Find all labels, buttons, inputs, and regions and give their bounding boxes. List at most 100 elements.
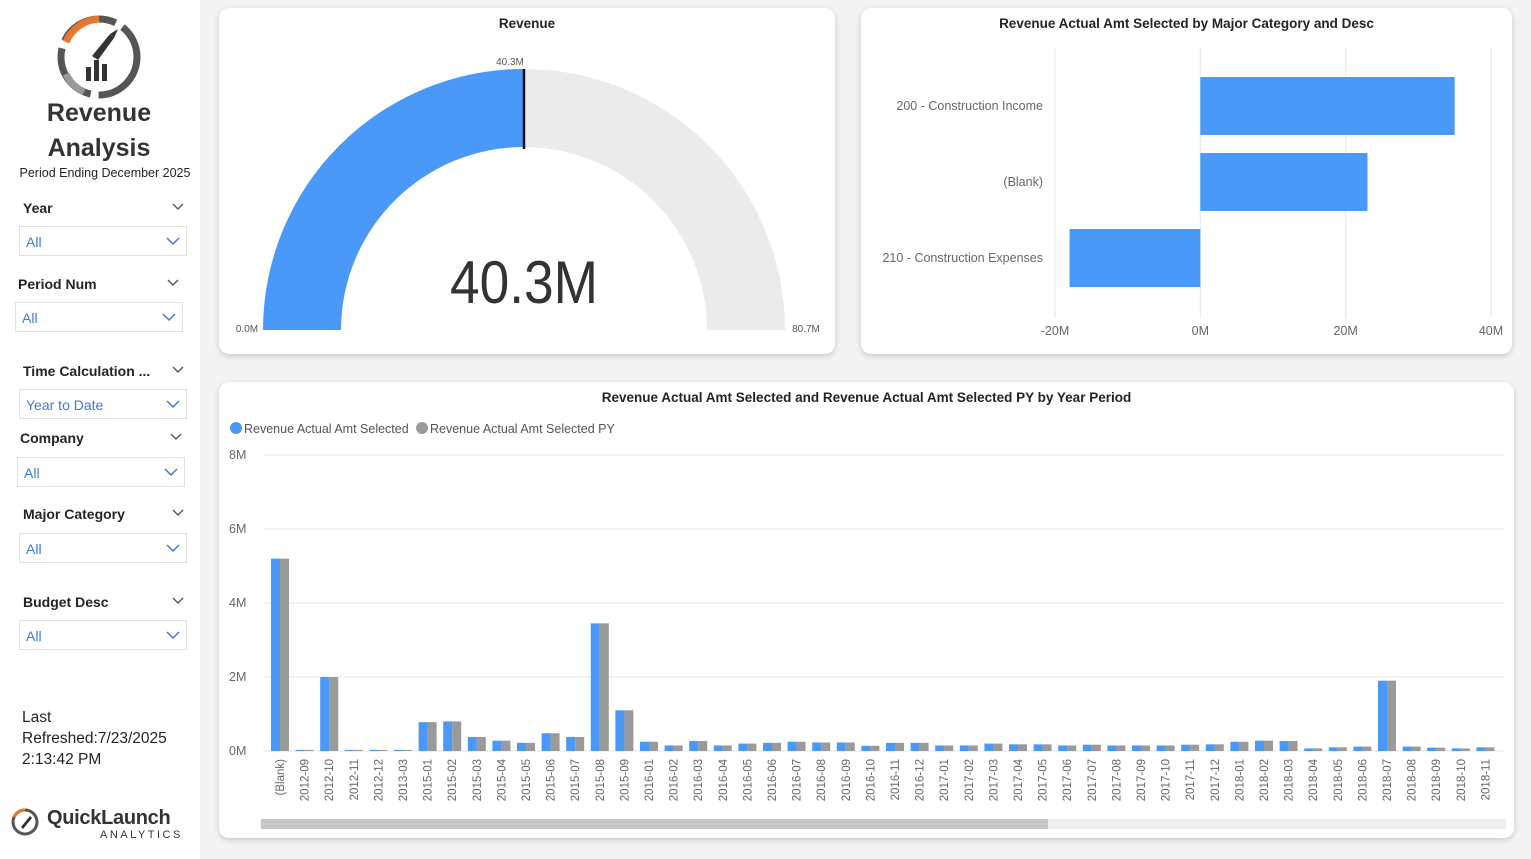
revenue-gauge-card[interactable]: Revenue 40.3M 0.0M 80.7M 40.3M <box>219 8 835 354</box>
column-bar[interactable] <box>550 733 560 751</box>
column-bar[interactable] <box>1362 746 1372 751</box>
column-bar[interactable] <box>993 743 1003 751</box>
category-bar-card[interactable]: Revenue Actual Amt Selected by Major Cat… <box>861 8 1512 354</box>
scrollbar-thumb[interactable] <box>261 819 1048 829</box>
column-bar[interactable] <box>1107 745 1117 751</box>
column-bar[interactable] <box>566 736 576 751</box>
chevron-down-icon[interactable] <box>172 200 184 212</box>
column-bar[interactable] <box>649 741 658 751</box>
column-bar[interactable] <box>698 741 708 751</box>
column-bar[interactable] <box>1067 745 1077 751</box>
column-bar[interactable] <box>1042 744 1052 751</box>
column-bar[interactable] <box>1255 740 1264 751</box>
column-bar[interactable] <box>1058 745 1068 751</box>
column-bar[interactable] <box>812 742 822 751</box>
slicer-dropdown-company[interactable]: All <box>17 457 185 487</box>
bar[interactable] <box>1200 77 1455 135</box>
column-bar[interactable] <box>1378 680 1387 751</box>
column-bar[interactable] <box>1460 748 1470 751</box>
column-bar[interactable] <box>575 736 585 751</box>
slicer-dropdown-major-category[interactable]: All <box>19 533 187 563</box>
column-bar[interactable] <box>959 745 969 751</box>
slicer-dropdown-time-calculation[interactable]: Year to Date <box>19 389 187 419</box>
chevron-down-icon[interactable] <box>172 506 184 518</box>
column-bar[interactable] <box>944 745 954 751</box>
chevron-down-icon[interactable] <box>172 594 184 606</box>
column-bar[interactable] <box>722 745 732 751</box>
column-bar[interactable] <box>1214 744 1224 751</box>
column-bar[interactable] <box>1205 744 1215 751</box>
column-bar[interactable] <box>673 745 683 751</box>
column-bar[interactable] <box>1033 744 1043 751</box>
column-bar[interactable] <box>304 749 314 751</box>
column-bar[interactable] <box>738 743 748 751</box>
column-bar[interactable] <box>836 742 846 751</box>
column-bar[interactable] <box>845 742 855 751</box>
column-bar[interactable] <box>910 742 920 751</box>
column-bar[interactable] <box>378 749 388 751</box>
legend-marker[interactable] <box>230 422 242 434</box>
column-bar[interactable] <box>1304 748 1314 751</box>
column-bar[interactable] <box>492 740 502 751</box>
column-bar[interactable] <box>1009 744 1018 751</box>
column-bar[interactable] <box>1279 741 1289 751</box>
bar[interactable] <box>1200 153 1368 211</box>
column-bar[interactable] <box>452 721 462 751</box>
column-bar[interactable] <box>984 743 994 751</box>
column-bar[interactable] <box>615 710 625 751</box>
legend-label[interactable]: Revenue Actual Amt Selected <box>244 422 409 436</box>
column-bar[interactable] <box>280 558 289 751</box>
chevron-down-icon[interactable] <box>172 363 184 375</box>
column-bar[interactable] <box>1436 747 1446 751</box>
column-bar[interactable] <box>796 741 806 751</box>
column-bar[interactable] <box>624 710 634 751</box>
column-bar[interactable] <box>689 741 699 751</box>
column-bar[interactable] <box>1156 745 1166 751</box>
column-bar[interactable] <box>968 745 978 751</box>
column-bar[interactable] <box>1411 746 1421 751</box>
column-bar[interactable] <box>787 741 797 751</box>
column-bar[interactable] <box>295 749 305 751</box>
column-bar[interactable] <box>1230 741 1240 751</box>
column-bar[interactable] <box>1313 748 1323 751</box>
chevron-down-icon[interactable] <box>167 276 179 288</box>
column-bar[interactable] <box>1476 747 1486 751</box>
column-bar[interactable] <box>427 722 437 751</box>
column-bar[interactable] <box>1485 747 1495 751</box>
column-bar[interactable] <box>467 736 477 751</box>
column-bar[interactable] <box>599 623 609 751</box>
legend-label[interactable]: Revenue Actual Amt Selected PY <box>430 422 615 436</box>
column-bar[interactable] <box>1353 746 1363 751</box>
column-bar[interactable] <box>1132 745 1141 751</box>
column-bar[interactable] <box>870 745 880 751</box>
column-bar[interactable] <box>1165 745 1175 751</box>
column-bar[interactable] <box>344 749 354 751</box>
column-bar[interactable] <box>418 722 428 751</box>
column-bar[interactable] <box>369 749 379 751</box>
column-bar[interactable] <box>1141 745 1150 751</box>
column-bar[interactable] <box>640 741 649 751</box>
legend-marker[interactable] <box>416 422 428 434</box>
column-bar[interactable] <box>541 733 551 751</box>
column-bar[interactable] <box>919 742 929 751</box>
column-bar[interactable] <box>1451 748 1461 751</box>
slicer-dropdown-period-num[interactable]: All <box>15 302 183 332</box>
column-bar[interactable] <box>271 558 280 751</box>
column-bar[interactable] <box>394 749 403 751</box>
column-bar[interactable] <box>664 745 674 751</box>
bar[interactable] <box>1069 229 1201 287</box>
column-bar[interactable] <box>1018 744 1027 751</box>
column-bar[interactable] <box>1116 745 1126 751</box>
column-bar[interactable] <box>1337 747 1347 751</box>
chevron-down-icon[interactable] <box>170 430 182 442</box>
column-bar[interactable] <box>772 742 781 751</box>
column-bar[interactable] <box>1402 746 1412 751</box>
column-bar[interactable] <box>590 623 600 751</box>
column-bar[interactable] <box>1082 744 1092 751</box>
column-bar[interactable] <box>861 745 871 751</box>
column-bar[interactable] <box>353 749 363 751</box>
column-bar[interactable] <box>821 742 831 751</box>
year-period-column-card[interactable]: Revenue Actual Amt Selected and Revenue … <box>219 382 1514 838</box>
column-bar[interactable] <box>1288 741 1298 751</box>
column-bar[interactable] <box>443 721 453 751</box>
